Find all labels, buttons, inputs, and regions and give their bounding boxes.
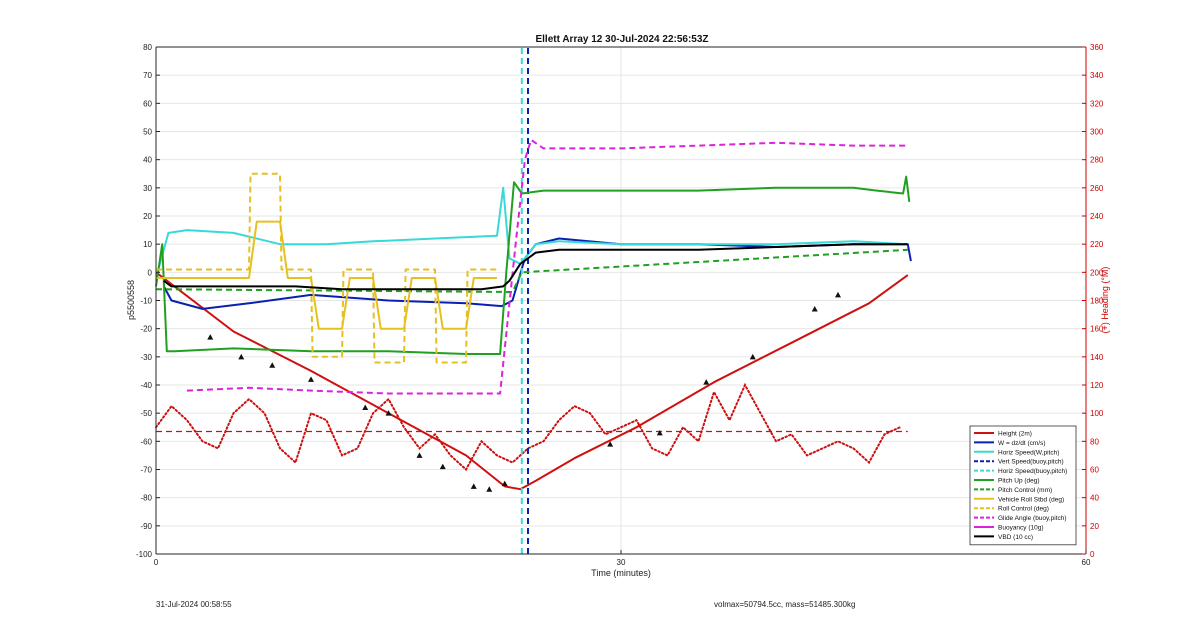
y-right-tick-label: 0 [1090,550,1095,559]
height-marker [607,441,614,447]
y-right-tick-label: 360 [1090,43,1104,52]
x-tick-label: 60 [1082,558,1091,567]
legend-label: Horiz Speed(buoy,pitch) [998,468,1067,475]
y-tick-label: -80 [140,494,152,503]
legend: Height (2m) W = dz/dt (cm/s) Horiz Speed(W… [969,425,1077,546]
height-marker [703,379,710,385]
y-tick-label: 30 [143,184,152,193]
legend-label: Buoyancy (10g) [998,525,1044,532]
grid [155,46,1087,555]
y-tick-label: 10 [143,240,152,249]
series-layer [155,47,912,554]
legend-label: Glide Angle (buoy,pitch) [998,515,1067,522]
series-line [155,175,911,355]
height-marker [238,353,245,360]
chart-title: Ellett Array 12 30-Jul-2024 22:56:53Z [535,34,708,45]
y-right-tick-label: 40 [1090,494,1099,503]
legend-label: Vert Speed(buoy,pitch) [998,459,1064,466]
legend-label: VBD (10 cc) [998,534,1033,541]
y-right-tick-label: 160 [1090,325,1104,334]
y-tick-label: -100 [136,550,153,559]
height-marker [362,404,369,411]
y-tick-label: -30 [140,353,152,362]
y-tick-label: 60 [143,99,152,108]
y-axis-right-label: (+) Heading (°M) [1100,267,1110,334]
y-right-tick-label: 340 [1090,71,1104,80]
footer-stats: volmax=50794.5cc, mass=51485.300kg [714,600,856,609]
legend-label: W = dz/dt (cm/s) [998,440,1046,447]
series-line [163,243,908,291]
series-line [186,138,908,395]
height-marker [385,410,392,416]
height-marker [486,486,493,492]
legend-label: Pitch Control (mm) [998,487,1052,494]
y-axis-label: p5500558 [126,280,136,320]
y-tick-label: -50 [140,409,152,418]
y-tick-label: -90 [140,522,152,531]
y-right-tick-label: 80 [1090,437,1099,446]
y-tick-label: 80 [143,43,152,52]
y-right-tick-label: 260 [1090,184,1104,193]
y-right-tick-label: 100 [1090,409,1104,418]
y-tick-label: 40 [143,156,152,165]
marker-layer [207,291,841,492]
height-marker [835,291,841,298]
y-right-tick-label: 320 [1090,99,1104,108]
y-tick-label: -60 [140,437,152,446]
x-tick-label: 0 [154,558,159,567]
legend-label: Vehicle Roll Stbd (deg) [998,496,1064,503]
series-line [155,271,909,491]
height-marker [501,480,508,487]
y-tick-label: -40 [140,381,152,390]
legend-label: Horiz Speed(W,pitch) [998,449,1059,456]
y-tick-label: 0 [148,268,153,277]
y-tick-label: -10 [140,297,152,306]
height-marker [439,463,446,470]
y-tick-label: 20 [143,212,152,221]
height-marker [656,429,663,436]
legend-label: Pitch Up (deg) [998,478,1040,485]
y-right-tick-label: 300 [1090,128,1104,137]
height-marker [207,334,214,340]
series-line [158,186,908,267]
y-right-tick-label: 200 [1090,268,1104,277]
axes-layer: 0 30 60-100-90-80-70-60-50-40-30-20-100102… [136,43,1104,567]
height-marker [308,376,314,382]
x-tick-label: 30 [617,558,626,567]
y-right-tick-label: 60 [1090,466,1099,475]
height-marker [811,305,818,312]
y-right-tick-label: 220 [1090,240,1104,249]
height-marker [269,362,276,368]
footer-date: 31-Jul-2024 00:58:55 [156,600,232,609]
legend-label: Roll Control (deg) [998,506,1049,513]
y-right-tick-label: 140 [1090,353,1104,362]
series-line [155,248,908,293]
y-tick-label: 50 [143,128,152,137]
legend-box [969,425,1077,546]
y-right-tick-label: 120 [1090,381,1104,390]
y-right-tick-label: 20 [1090,522,1099,531]
y-tick-label: -20 [140,325,152,334]
series-line [156,172,497,364]
y-right-tick-label: 280 [1090,156,1104,165]
y-right-tick-label: 240 [1090,212,1104,221]
y-tick-label: 70 [143,71,152,80]
height-marker [416,452,423,458]
x-axis-label: Time (minutes) [591,568,651,578]
series-line [156,220,497,330]
legend-label: Height (2m) [998,431,1032,438]
height-marker [470,483,477,489]
y-tick-label: -70 [140,466,152,475]
y-right-tick-label: 180 [1090,297,1104,306]
height-marker [749,353,756,360]
